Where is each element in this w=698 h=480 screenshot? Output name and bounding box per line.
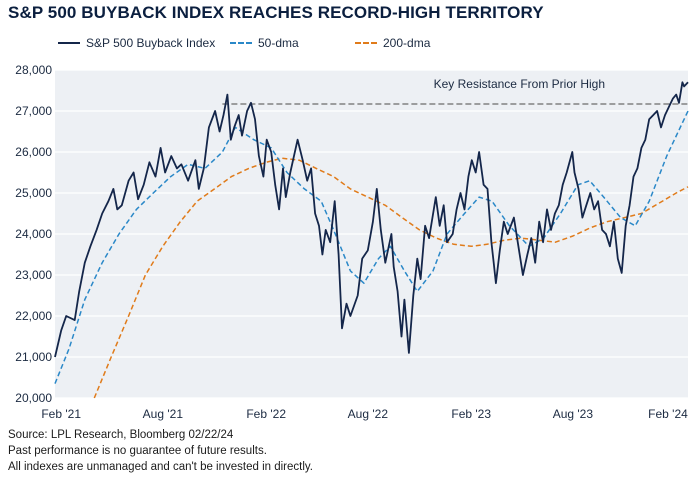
y-tick-label: 26,000 [15, 145, 52, 159]
legend-item-index: S&P 500 Buyback Index [58, 36, 215, 50]
disclaimer-performance: Past performance is no guarantee of futu… [8, 445, 267, 457]
y-tick-label: 20,000 [15, 391, 52, 405]
y-tick-label: 23,000 [15, 268, 52, 282]
legend-label-50dma: 50-dma [258, 36, 299, 50]
x-tick-label: Feb '22 [246, 407, 286, 421]
legend-swatch-200dma [355, 42, 377, 44]
x-tick-label: Aug '21 [143, 407, 184, 421]
x-tick-label: Feb '23 [451, 407, 491, 421]
legend-item-50dma: 50-dma [230, 36, 299, 50]
x-tick-label: Aug '22 [348, 407, 389, 421]
legend-label-200dma: 200-dma [383, 36, 431, 50]
chart-legend: S&P 500 Buyback Index 50-dma 200-dma [0, 36, 698, 54]
x-tick-label: Feb '21 [41, 407, 81, 421]
legend-label-index: S&P 500 Buyback Index [86, 36, 216, 50]
x-tick-label: Feb '24 [648, 407, 688, 421]
y-tick-label: 21,000 [15, 350, 52, 364]
series-line-50dma [54, 110, 689, 384]
resistance-annotation: Key Resistance From Prior High [434, 77, 605, 91]
series-line-index [54, 81, 689, 358]
disclaimer-indexes: All indexes are unmanaged and can't be i… [8, 461, 314, 473]
y-tick-label: 24,000 [15, 227, 52, 241]
y-tick-label: 27,000 [15, 104, 52, 118]
source-note: Source: LPL Research, Bloomberg 02/22/24 [8, 429, 234, 441]
legend-swatch-index [58, 42, 80, 44]
x-tick-label: Aug '23 [553, 407, 594, 421]
series-line-200dma [93, 157, 689, 399]
y-tick-label: 25,000 [15, 186, 52, 200]
legend-swatch-50dma [230, 42, 252, 44]
y-tick-label: 28,000 [15, 63, 52, 77]
y-tick-label: 22,000 [15, 309, 52, 323]
chart-title: S&P 500 BUYBACK INDEX REACHES RECORD-HIG… [8, 3, 544, 22]
legend-item-200dma: 200-dma [355, 36, 430, 50]
